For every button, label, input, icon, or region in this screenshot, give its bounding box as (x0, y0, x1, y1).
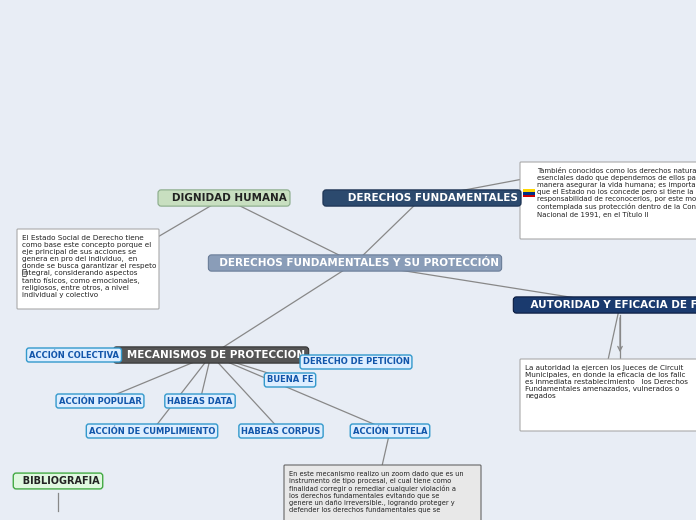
Text: BIBLIOGRAFIA: BIBLIOGRAFIA (16, 476, 100, 486)
Text: MECANISMOS DE PROTECCION: MECANISMOS DE PROTECCION (116, 350, 306, 360)
Text: ACCIÓN DE CUMPLIMIENTO: ACCIÓN DE CUMPLIMIENTO (89, 426, 215, 436)
Text: ACCIÓN COLECTIVA: ACCIÓN COLECTIVA (29, 350, 119, 359)
Text: En este mecanismo realizo un zoom dado que es un
instrumento de tipo procesal, e: En este mecanismo realizo un zoom dado q… (289, 471, 464, 513)
Text: DERECHOS FUNDAMENTALES: DERECHOS FUNDAMENTALES (326, 193, 518, 203)
Text: DERECHO DE PETICIÓN: DERECHO DE PETICIÓN (303, 358, 409, 367)
FancyBboxPatch shape (523, 189, 535, 192)
Text: El Estado Social de Derecho tiene
como base este concepto porque el
eje principa: El Estado Social de Derecho tiene como b… (22, 235, 157, 297)
FancyBboxPatch shape (284, 465, 481, 520)
Text: DIGNIDAD HUMANA: DIGNIDAD HUMANA (161, 193, 287, 203)
FancyBboxPatch shape (17, 229, 159, 309)
Text: HABEAS DATA: HABEAS DATA (167, 396, 232, 406)
Text: HABEAS CORPUS: HABEAS CORPUS (242, 426, 321, 436)
Text: La autoridad la ejercen los Jueces de Circuit
Municipales, en donde la eficacia : La autoridad la ejercen los Jueces de Ci… (525, 365, 688, 399)
Text: ACCIÓN POPULAR: ACCIÓN POPULAR (58, 396, 141, 406)
Text: También conocidos como los derechos naturales
esenciales dado que dependemos de : También conocidos como los derechos natu… (537, 168, 696, 218)
FancyBboxPatch shape (520, 359, 696, 431)
Text: BUENA FE: BUENA FE (267, 375, 313, 384)
FancyBboxPatch shape (523, 192, 535, 194)
Text: DERECHOS FUNDAMENTALES Y SU PROTECCIÓN: DERECHOS FUNDAMENTALES Y SU PROTECCIÓN (212, 258, 498, 268)
FancyBboxPatch shape (523, 194, 535, 197)
Text: AUTORIDAD Y EFICACIA DE FAL...: AUTORIDAD Y EFICACIA DE FAL... (516, 300, 696, 310)
Text: ACCIÓN TUTELA: ACCIÓN TUTELA (353, 426, 427, 436)
FancyBboxPatch shape (520, 162, 696, 239)
Text: 👤: 👤 (22, 268, 27, 277)
